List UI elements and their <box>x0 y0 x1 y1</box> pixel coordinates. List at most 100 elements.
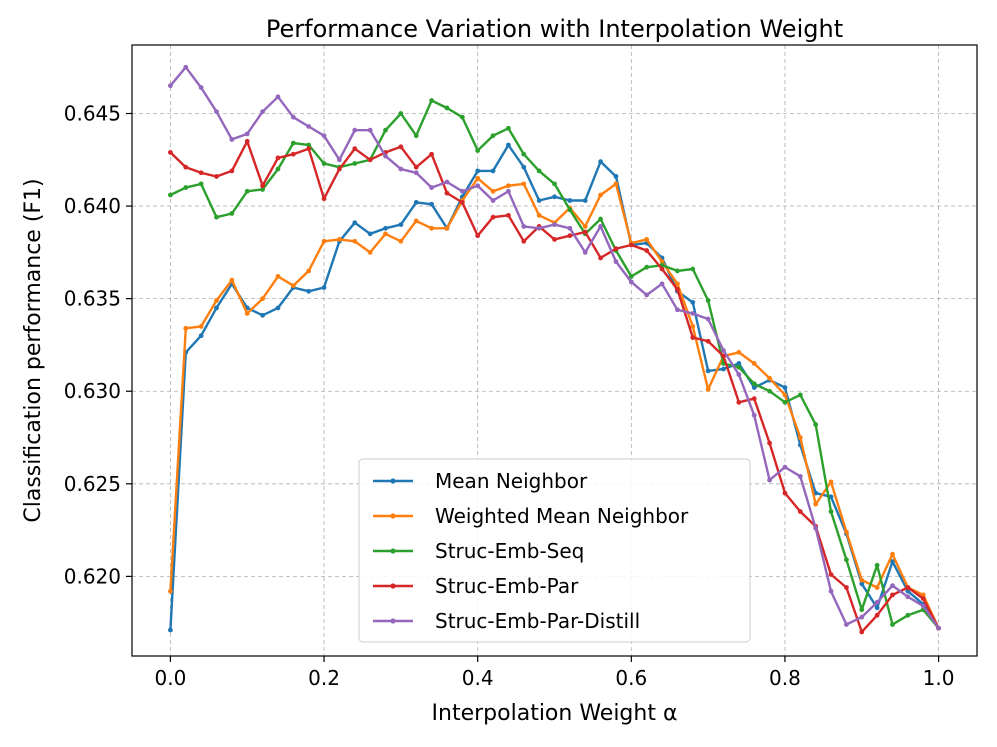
data-point <box>444 225 450 231</box>
data-point <box>705 368 711 374</box>
data-point <box>644 237 650 242</box>
data-point <box>613 174 619 179</box>
data-point <box>459 114 465 120</box>
data-point <box>198 324 204 329</box>
data-point <box>398 144 404 150</box>
data-point <box>352 161 358 166</box>
data-point <box>475 175 481 181</box>
data-point <box>874 562 880 568</box>
y-tick-label: 0.635 <box>64 287 121 311</box>
data-point <box>874 585 880 590</box>
data-point <box>475 233 481 239</box>
data-point <box>321 196 327 202</box>
data-point <box>413 218 419 224</box>
data-point <box>275 274 281 279</box>
data-point <box>275 94 281 100</box>
legend-box <box>358 458 751 643</box>
data-point <box>675 307 680 313</box>
data-point <box>383 231 388 237</box>
data-point <box>183 64 189 70</box>
data-point <box>582 249 588 255</box>
data-point <box>398 238 404 244</box>
series-struc-emb-par-distill <box>168 64 941 631</box>
data-point <box>797 509 803 514</box>
data-point <box>214 214 219 220</box>
data-point <box>659 259 665 265</box>
data-point <box>506 142 511 148</box>
data-point <box>721 366 726 372</box>
data-point <box>429 225 434 231</box>
data-point <box>890 622 895 627</box>
ticks: 0.0 0.2 0.4 0.6 0.8 1.0 0.620 0.625 0.630 0.635 0.… <box>64 102 955 690</box>
data-point <box>506 125 511 131</box>
data-point <box>321 133 327 139</box>
data-point <box>890 551 895 557</box>
data-point <box>321 161 327 166</box>
x-tick-label: 0.2 <box>308 666 340 690</box>
data-point <box>844 557 849 563</box>
data-point <box>521 181 527 187</box>
data-point <box>859 614 865 620</box>
data-point <box>567 233 573 239</box>
data-point <box>782 385 788 390</box>
data-point <box>352 127 358 133</box>
data-point <box>705 316 711 322</box>
data-point <box>613 246 619 252</box>
data-point <box>214 174 219 179</box>
data-point <box>813 525 819 531</box>
legend-label: Struc-Emb-Seq <box>435 539 584 563</box>
data-point <box>214 305 219 311</box>
data-point <box>198 333 204 339</box>
data-point <box>828 509 834 514</box>
data-point <box>168 588 173 594</box>
data-point <box>444 179 450 185</box>
legend-swatch-marker <box>390 583 396 589</box>
data-point <box>567 225 573 231</box>
data-point <box>306 124 312 129</box>
data-point <box>613 181 619 187</box>
data-point <box>536 212 542 218</box>
data-point <box>168 83 173 89</box>
legend-item: Mean Neighbor <box>373 469 588 493</box>
data-point <box>828 494 834 500</box>
data-point <box>490 168 496 174</box>
data-point <box>598 224 603 229</box>
data-point <box>690 335 696 340</box>
data-point <box>797 435 803 440</box>
legend-item: Struc-Emb-Par <box>373 574 579 598</box>
data-point <box>828 479 834 485</box>
data-point <box>598 192 603 198</box>
data-point <box>506 188 511 194</box>
y-tick-label: 0.640 <box>64 194 121 218</box>
y-axis-label: Classification performance (F1) <box>21 178 46 522</box>
data-point <box>183 164 189 170</box>
data-point <box>705 386 711 392</box>
legend-swatch-marker <box>390 513 396 519</box>
data-point <box>275 155 281 161</box>
data-point <box>659 266 665 272</box>
data-point <box>229 277 235 283</box>
data-point <box>214 109 219 115</box>
data-point <box>536 198 542 203</box>
x-tick-label: 0.6 <box>615 666 647 690</box>
data-point <box>413 133 419 139</box>
data-point <box>168 627 173 633</box>
data-point <box>736 364 742 370</box>
data-point <box>444 190 450 196</box>
data-point <box>844 585 849 590</box>
data-point <box>874 605 880 611</box>
data-point <box>398 222 404 227</box>
data-point <box>859 629 865 635</box>
data-point <box>552 181 557 187</box>
data-point <box>413 199 419 205</box>
data-point <box>598 255 603 261</box>
data-point <box>675 281 680 287</box>
legend-label: Struc-Emb-Par-Distill <box>435 609 640 633</box>
data-point <box>552 222 557 227</box>
data-point <box>736 399 742 405</box>
data-point <box>751 396 757 402</box>
data-point <box>721 353 726 359</box>
data-point <box>813 422 819 427</box>
legend-item: Weighted Mean Neighbor <box>373 504 689 528</box>
data-point <box>306 146 312 152</box>
